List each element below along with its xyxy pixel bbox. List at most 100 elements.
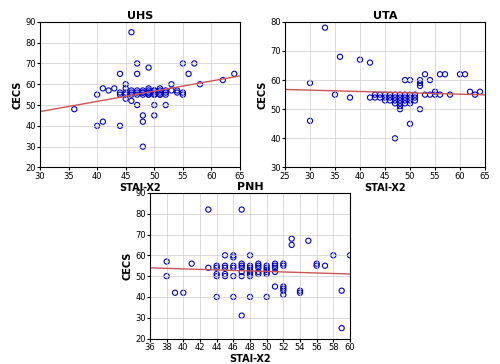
Point: [391, 95, 399, 100]
Point: [204, 265, 212, 271]
Point: [271, 265, 279, 271]
Point: [271, 269, 279, 275]
Point: [116, 71, 124, 77]
Point: [376, 95, 384, 100]
Point: [179, 60, 187, 66]
Point: [139, 92, 147, 98]
Point: [196, 81, 204, 87]
Point: [133, 102, 141, 108]
Point: [156, 86, 164, 91]
Point: [230, 294, 237, 300]
Point: [144, 90, 152, 95]
X-axis label: STAI-X2: STAI-X2: [229, 355, 271, 364]
Point: [254, 271, 262, 277]
Point: [173, 90, 181, 95]
Point: [321, 25, 329, 31]
Title: UTA: UTA: [373, 11, 397, 21]
Point: [446, 92, 454, 98]
Point: [180, 290, 188, 296]
Point: [366, 60, 374, 66]
Point: [246, 263, 254, 269]
Point: [304, 238, 312, 244]
Point: [426, 77, 434, 83]
Point: [212, 265, 220, 271]
Point: [330, 252, 338, 258]
Point: [150, 90, 158, 95]
Point: [171, 290, 179, 296]
Point: [476, 89, 484, 95]
Point: [99, 119, 107, 124]
Point: [179, 90, 187, 95]
Point: [144, 65, 152, 71]
Point: [221, 271, 229, 277]
Point: [406, 92, 414, 98]
Point: [366, 95, 374, 100]
Point: [156, 92, 164, 98]
Point: [133, 92, 141, 98]
Point: [144, 86, 152, 91]
Point: [156, 88, 164, 94]
Point: [406, 100, 414, 106]
Point: [401, 100, 409, 106]
Point: [128, 98, 136, 104]
Point: [93, 92, 101, 98]
Point: [139, 112, 147, 118]
Point: [230, 263, 237, 269]
Point: [386, 98, 394, 103]
Point: [219, 77, 227, 83]
Point: [93, 123, 101, 129]
Point: [441, 71, 449, 77]
Point: [356, 57, 364, 63]
Point: [238, 273, 246, 279]
Point: [246, 294, 254, 300]
Point: [162, 102, 170, 108]
Point: [411, 95, 419, 100]
Point: [139, 144, 147, 150]
Point: [122, 86, 130, 91]
Point: [122, 92, 130, 98]
Point: [296, 290, 304, 296]
Point: [431, 92, 439, 98]
Point: [306, 80, 314, 86]
Point: [280, 284, 287, 289]
Point: [246, 273, 254, 279]
Point: [246, 269, 254, 275]
Point: [321, 263, 329, 269]
Point: [280, 288, 287, 294]
Point: [254, 269, 262, 275]
Point: [386, 95, 394, 100]
Point: [128, 29, 136, 35]
Point: [401, 98, 409, 103]
Point: [156, 90, 164, 95]
Point: [221, 273, 229, 279]
Point: [128, 92, 136, 98]
Point: [280, 263, 287, 269]
Point: [230, 71, 238, 77]
Point: [396, 92, 404, 98]
Point: [331, 92, 339, 98]
Point: [212, 273, 220, 279]
Point: [416, 83, 424, 89]
Point: [204, 207, 212, 213]
Point: [280, 292, 287, 298]
Point: [150, 88, 158, 94]
Point: [246, 265, 254, 271]
Point: [230, 273, 237, 279]
Point: [133, 60, 141, 66]
Point: [99, 86, 107, 91]
Point: [376, 92, 384, 98]
Point: [128, 88, 136, 94]
Point: [238, 313, 246, 318]
Point: [436, 92, 444, 98]
Point: [338, 325, 345, 331]
Point: [271, 284, 279, 289]
Point: [221, 265, 229, 271]
Point: [381, 95, 389, 100]
Point: [391, 92, 399, 98]
Point: [230, 265, 237, 271]
X-axis label: STAI-X2: STAI-X2: [119, 183, 161, 193]
Point: [262, 269, 270, 275]
X-axis label: STAI-X2: STAI-X2: [364, 183, 406, 193]
Title: UHS: UHS: [127, 11, 153, 21]
Point: [346, 95, 354, 100]
